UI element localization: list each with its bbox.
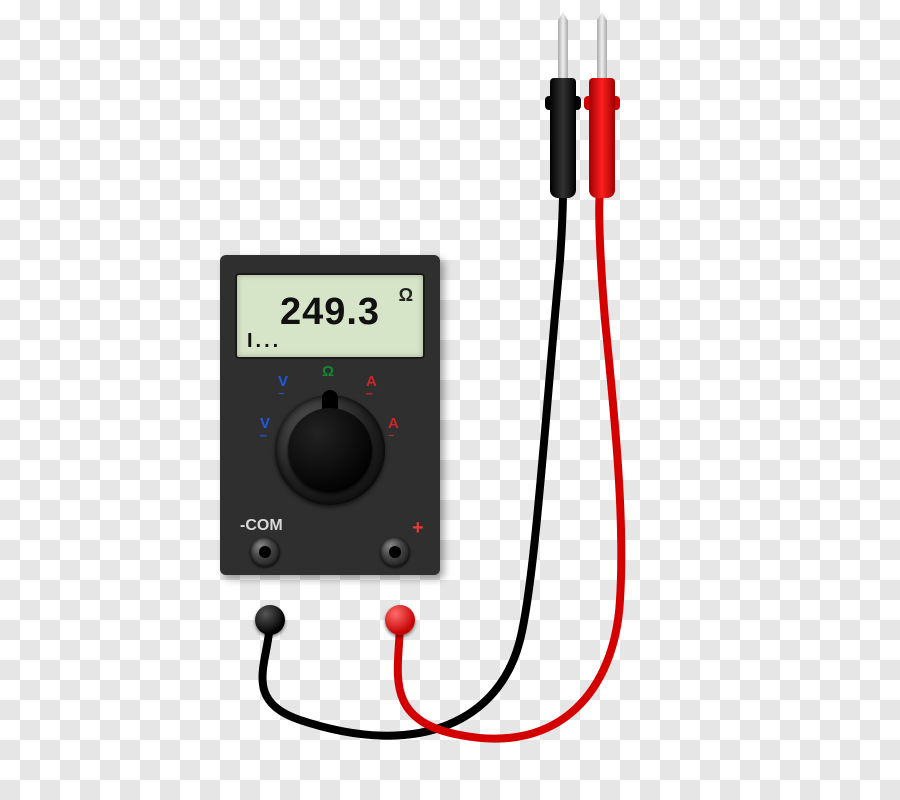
black-banana-plug[interactable] bbox=[255, 605, 285, 635]
mode-v-dc: V⎓ bbox=[260, 415, 270, 435]
mode-a-ac: A∼ bbox=[388, 415, 399, 435]
illustration-stage: 249.3 Ω I... V∼ Ω A⎓ V⎓ A∼ -COM + bbox=[0, 0, 900, 800]
red-probe-tip bbox=[597, 12, 607, 82]
rotary-dial-knob[interactable] bbox=[288, 408, 372, 492]
display-reading: 249.3 bbox=[237, 291, 423, 334]
plus-jack-label: + bbox=[412, 517, 424, 540]
multimeter-body: 249.3 Ω I... V∼ Ω A⎓ V⎓ A∼ -COM + bbox=[220, 255, 440, 575]
black-probe-handle[interactable] bbox=[550, 78, 576, 198]
plus-jack[interactable] bbox=[380, 537, 410, 567]
com-jack[interactable] bbox=[250, 537, 280, 567]
mode-v-ac: V∼ bbox=[278, 373, 288, 393]
lcd-display: 249.3 Ω I... bbox=[235, 273, 425, 359]
display-unit: Ω bbox=[399, 285, 413, 306]
black-probe-tip bbox=[558, 12, 568, 82]
com-jack-label: -COM bbox=[240, 517, 283, 535]
mode-ohm: Ω bbox=[322, 363, 334, 380]
lead-wires bbox=[0, 0, 900, 800]
red-banana-plug[interactable] bbox=[385, 605, 415, 635]
red-probe-handle[interactable] bbox=[589, 78, 615, 198]
mode-a-dc: A⎓ bbox=[366, 373, 377, 393]
display-range: I... bbox=[247, 330, 281, 353]
